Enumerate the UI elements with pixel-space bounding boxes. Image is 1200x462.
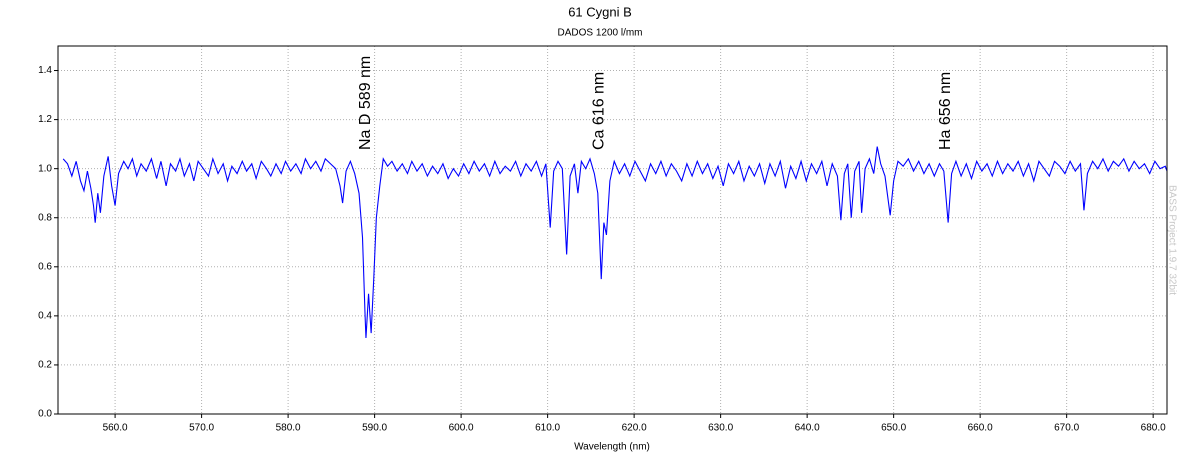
x-tick-label: 560.0 [103, 423, 128, 434]
y-tick-label: 0.6 [38, 261, 52, 272]
y-tick-label: 0.8 [38, 212, 52, 223]
y-tick-label: 1.4 [38, 65, 52, 76]
y-tick-label: 1.0 [38, 163, 52, 174]
y-tick-label: 1.2 [38, 114, 52, 125]
x-axis-label: Wavelength (nm) [574, 442, 650, 453]
x-tick-label: 660.0 [968, 423, 993, 434]
annotation: Ca 616 nm [591, 72, 608, 150]
x-tick-label: 590.0 [362, 423, 387, 434]
plot-frame [57, 45, 1168, 415]
x-tick-label: 620.0 [622, 423, 647, 434]
x-tick-label: 570.0 [189, 423, 214, 434]
spectrum-line [62, 146, 1168, 338]
watermark: BASS Project 1.9.7 32bit [1166, 185, 1177, 295]
x-tick-label: 600.0 [449, 423, 474, 434]
y-tick-label: 0.2 [38, 360, 52, 371]
x-tick-label: 670.0 [1054, 423, 1079, 434]
x-tick-label: 680.0 [1141, 423, 1166, 434]
y-tick-label: 0.4 [38, 311, 52, 322]
x-tick-label: 610.0 [535, 423, 560, 434]
annotation: Ha 656 nm [937, 72, 954, 150]
chart-subtitle: DADOS 1200 l/mm [557, 28, 642, 39]
x-tick-label: 640.0 [795, 423, 820, 434]
chart-title: 61 Cygni B [568, 4, 632, 19]
x-tick-label: 630.0 [708, 423, 733, 434]
x-tick-label: 650.0 [881, 423, 906, 434]
x-tick-label: 580.0 [276, 423, 301, 434]
y-tick-label: 0.0 [38, 409, 52, 420]
annotation: Na D 589 nm [357, 56, 374, 150]
